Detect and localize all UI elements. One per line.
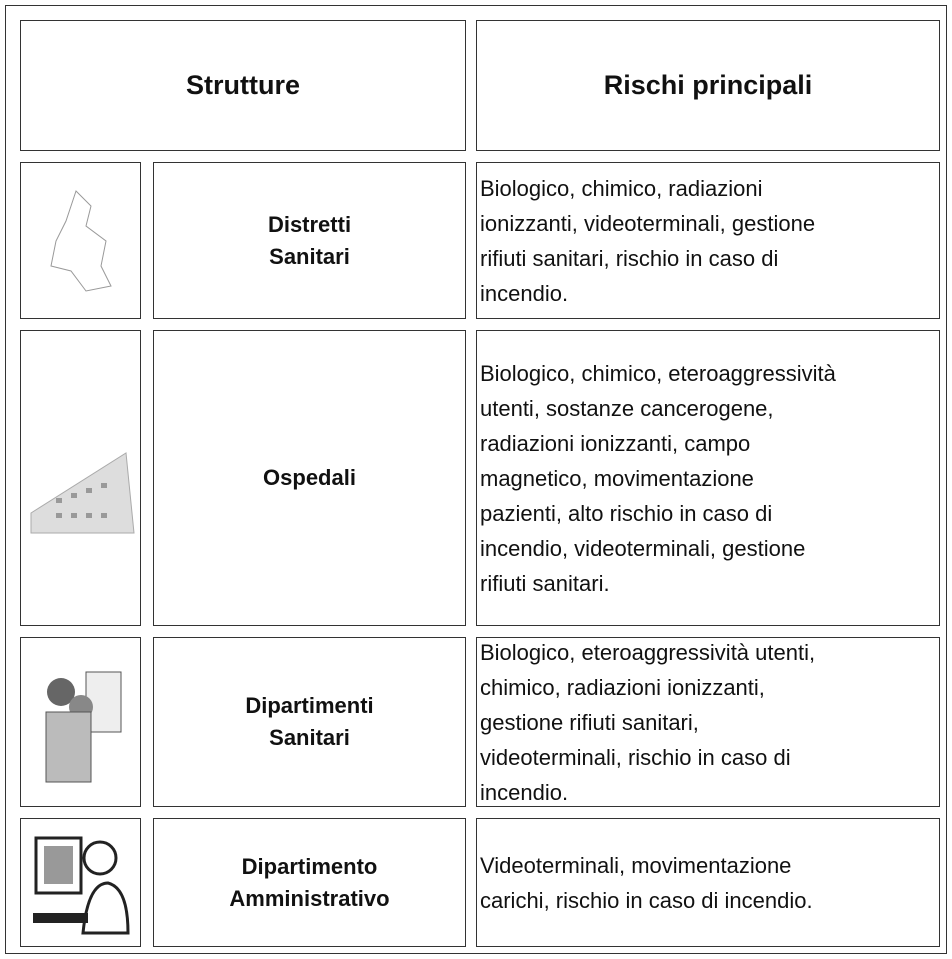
risk-cell: Biologico, chimico, radiazioni ionizzanti… bbox=[476, 162, 940, 319]
risk-line: gestione rifiuti sanitari, bbox=[480, 709, 699, 735]
structure-name: Sanitari bbox=[269, 725, 350, 750]
structure-cell: Distretti Sanitari bbox=[153, 162, 466, 319]
risk-line: Biologico, chimico, radiazioni bbox=[480, 175, 763, 201]
risk-line: magnetico, movimentazione bbox=[480, 465, 754, 491]
header-text: Rischi principali bbox=[603, 70, 813, 100]
header-cell: Rischi principali bbox=[476, 20, 940, 151]
risk-line: Biologico, chimico, eteroaggressività bbox=[480, 360, 836, 386]
risk-line: utenti, sostanze cancerogene, bbox=[480, 395, 774, 421]
risk-cell: Biologico, eteroaggressività utenti, chim… bbox=[476, 637, 940, 807]
structure-name: Distretti bbox=[267, 211, 352, 237]
outer-frame bbox=[5, 5, 947, 954]
risk-line: rifiuti sanitari, rischio in caso di bbox=[480, 245, 779, 271]
risk-line: rifiuti sanitari. bbox=[480, 570, 610, 596]
structure-name: Dipartimenti bbox=[245, 693, 374, 718]
risk-line: incendio. bbox=[480, 779, 569, 805]
doctors-icon bbox=[45, 671, 121, 783]
header-text: Strutture bbox=[186, 70, 300, 100]
risk-line: radiazioni ionizzanti, campo bbox=[480, 430, 751, 456]
risk-cell: Biologico, chimico, eteroaggressività ute… bbox=[476, 330, 940, 626]
risk-cell: Videoterminali, movimentazione carichi, r… bbox=[476, 818, 940, 947]
risk-line: incendio. bbox=[480, 280, 569, 306]
image-cell bbox=[20, 637, 141, 807]
risk-line: chimico, radiazioni ionizzanti, bbox=[480, 674, 765, 700]
risk-line: ionizzanti, videoterminali, gestione bbox=[480, 210, 816, 236]
risk-line: incendio, videoterminali, gestione bbox=[480, 535, 806, 561]
structure-name: Dipartimento bbox=[241, 853, 378, 879]
hospital-icon bbox=[30, 452, 135, 534]
image-cell bbox=[20, 162, 141, 319]
structure-name: Ospedali bbox=[263, 465, 356, 490]
map-icon bbox=[49, 189, 112, 292]
risk-line: carichi, rischio in caso di incendio. bbox=[480, 887, 813, 913]
risk-line: videoterminali, rischio in caso di bbox=[480, 744, 791, 770]
image-cell bbox=[20, 818, 141, 947]
office-icon bbox=[33, 836, 130, 934]
risk-line: Biologico, eteroaggressività utenti, bbox=[480, 639, 816, 665]
structure-cell: Dipartimenti Sanitari bbox=[153, 637, 466, 807]
image-cell bbox=[20, 330, 141, 626]
structure-name: Amministrativo bbox=[229, 885, 390, 911]
structure-cell: Dipartimento Amministrativo bbox=[153, 818, 466, 947]
structure-cell: Ospedali bbox=[153, 330, 466, 626]
structure-name: Sanitari bbox=[269, 243, 350, 269]
risk-line: pazienti, alto rischio in caso di bbox=[480, 500, 773, 526]
risk-line: Videoterminali, movimentazione bbox=[480, 852, 792, 878]
header-cell: Strutture bbox=[20, 20, 466, 151]
